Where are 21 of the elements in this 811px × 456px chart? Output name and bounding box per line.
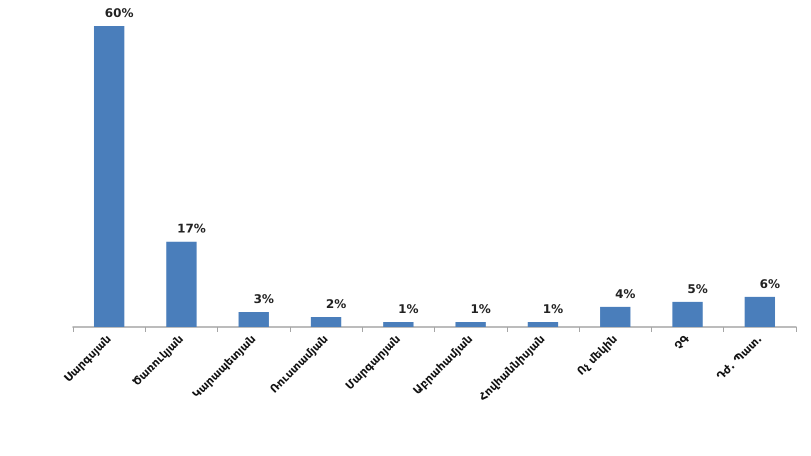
bar — [166, 242, 197, 327]
bar — [455, 322, 486, 327]
data-label: 4% — [615, 286, 636, 301]
data-label: 6% — [760, 276, 780, 291]
data-label: 1% — [470, 302, 491, 316]
bar — [528, 322, 558, 327]
data-label: 1% — [398, 302, 419, 316]
data-label: 2% — [326, 296, 346, 311]
bar — [94, 26, 124, 327]
bar — [600, 306, 630, 327]
bar — [744, 296, 776, 327]
bar — [310, 316, 342, 327]
bar — [672, 302, 703, 327]
data-label: 3% — [254, 292, 274, 306]
bar — [383, 322, 414, 327]
data-label: 1% — [542, 302, 564, 316]
bar — [238, 312, 269, 327]
data-label: 5% — [687, 282, 708, 296]
data-label: 60% — [104, 6, 134, 20]
x-tick-label: ՉԳ — [672, 332, 692, 353]
data-label: 17% — [177, 222, 206, 236]
